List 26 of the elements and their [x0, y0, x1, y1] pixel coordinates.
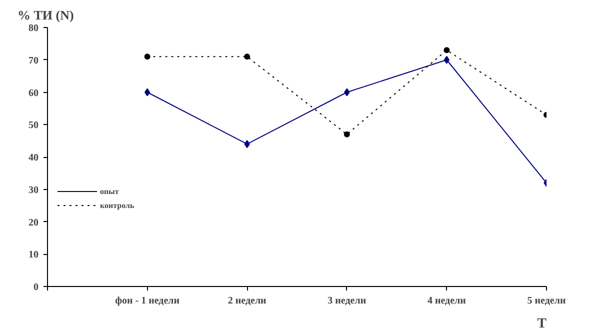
point [244, 54, 250, 60]
point [144, 88, 150, 96]
point [344, 131, 350, 138]
point [244, 140, 250, 148]
x-tick-label: 3 недели [328, 296, 366, 306]
x-axis-title: Т [537, 316, 548, 332]
y-tick-label: 50 [28, 120, 38, 132]
y-tick-label: 30 [28, 184, 38, 196]
y-tick-label: 20 [28, 217, 38, 228]
legend-label: опыт [100, 186, 120, 196]
x-tick-label: 4 недели [427, 296, 466, 306]
y-tick-label: 80 [28, 23, 38, 34]
y-tick-label: 70 [28, 55, 38, 66]
point [444, 47, 450, 54]
point [444, 56, 450, 64]
x-tick-label: 2 недели [228, 296, 267, 306]
x-tick-label: фон - 1 недели [115, 296, 180, 306]
y-tick-label: 0 [34, 282, 38, 293]
point [144, 54, 150, 60]
legend-label: контроль [100, 200, 134, 210]
x-tick-label: 5 недели [527, 296, 566, 306]
y-tick-label: 10 [28, 250, 38, 261]
y-tick-label: 60 [28, 88, 38, 99]
point [344, 88, 350, 96]
y-tick-label: 40 [28, 152, 38, 164]
y-axis-title: % ТИ (N) [18, 8, 74, 22]
